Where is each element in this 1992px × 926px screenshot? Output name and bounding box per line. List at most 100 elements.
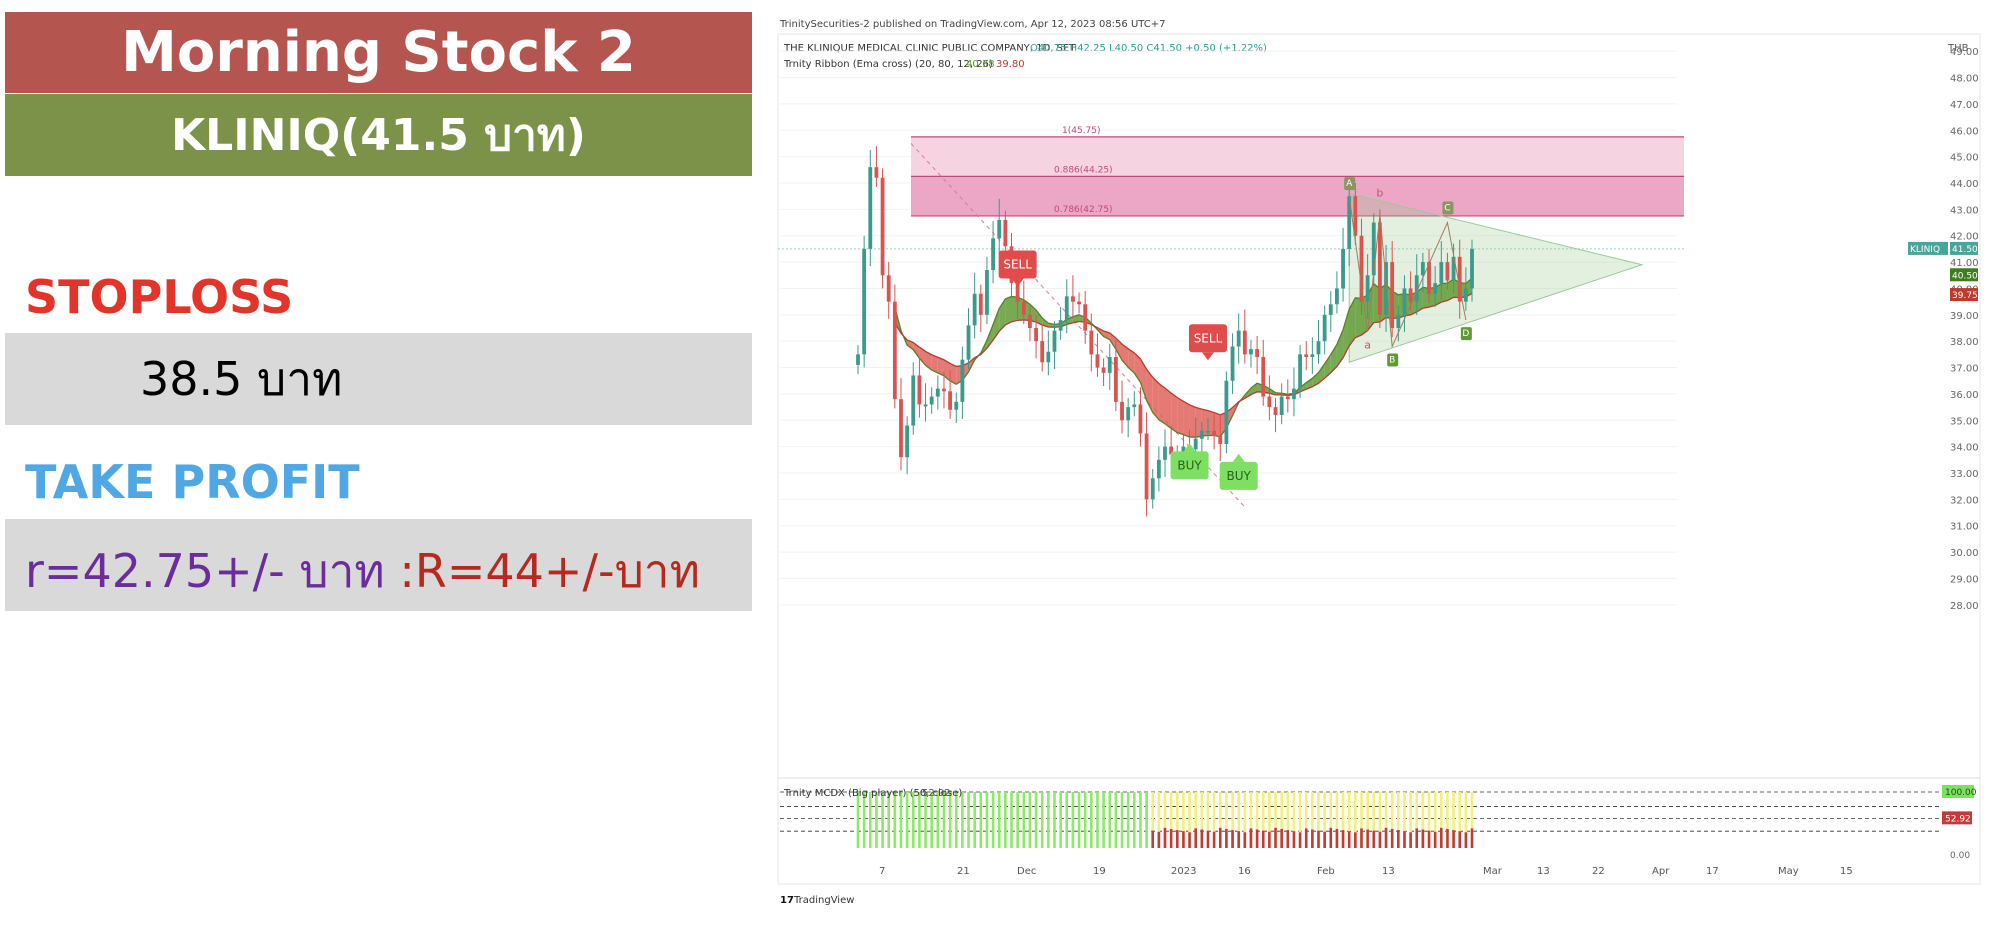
candle-body [1298,354,1302,389]
indicator-bar [985,792,989,848]
candle-body [911,375,916,426]
indicator-red-bar [1206,830,1210,848]
ribbon-segment [1103,331,1110,340]
candle-body [1451,256,1456,281]
ribbon-segment [1146,369,1153,413]
signal-pointer [1183,443,1196,452]
indicator-red-bar [1286,830,1290,848]
candle-body [1279,396,1284,415]
ribbon-segment [925,351,932,371]
ribbon-segment [1306,378,1313,390]
price-tick-label: 49.00 [1950,47,1979,58]
indicator-bar [1212,792,1216,848]
indicator-bar [1053,792,1056,848]
price-tick-label: 33.00 [1950,469,1979,480]
ribbon-segment [1312,372,1319,387]
pattern-badge [1460,327,1472,341]
indicator-bar [899,792,903,848]
indicator-red-bar [1237,831,1240,848]
candle-body [991,238,995,270]
candle-body [1163,446,1167,460]
ticker-title: KLINIQ(41.5 บาท) [5,94,752,176]
price-tick-label: 35.00 [1950,416,1979,427]
ribbon-segment [1343,309,1350,358]
indicator-bar [1421,792,1425,848]
ribbon-segment [1140,358,1147,401]
indicator-bar [1077,792,1081,848]
indicator-red-bar [1384,827,1388,848]
indicator-red-bar [1212,831,1216,848]
indicator-red-bar [1311,829,1314,848]
candle-body [862,248,867,355]
candle-body [1107,357,1112,373]
ribbon-segment [1324,354,1331,379]
ribbon-segment [1201,409,1208,437]
fib-label: 1(45.75) [1062,126,1101,136]
indicator-val-tag: 52.92 [1945,814,1971,824]
ribbon-segment [931,354,938,373]
take-profit-value: r=42.75+/- บาท :R=44+/-บาท [25,535,700,608]
ribbon-segment [1158,383,1165,424]
ema-slow-line [894,292,1473,416]
indicator-red-bar [1415,828,1419,848]
indicator-red-bar [1329,827,1333,848]
indicator-bar [1464,792,1468,848]
indicator-bar [881,792,884,848]
candle-body [892,301,897,400]
indicator-bar [1458,792,1462,848]
stoploss-label: STOPLOSS [25,270,294,324]
indicator-red-bar [1378,831,1382,848]
price-tick-label: 47.00 [1950,100,1979,111]
candle-body [985,270,989,315]
indicator-bar [1059,792,1062,848]
indicator-bar [1372,792,1376,848]
indicator-red-bar [1360,828,1363,848]
candle-body [886,275,891,302]
time-tick-label: 19 [1093,866,1106,877]
candle-body [1463,288,1468,302]
ribbon-segment [1152,377,1159,420]
indicator-bar [967,792,970,848]
candle-body [1310,354,1315,357]
price-tags: KLINIQ 41.50 40.50 39.75 [1908,241,1978,302]
indicator-bar [1298,792,1302,848]
candle-body [923,404,928,407]
indicator-bar [936,792,940,848]
candle-body [1347,196,1352,249]
take-profit-label: TAKE PROFIT [25,455,360,509]
time-tick-label: 15 [1840,866,1853,877]
ribbon-segment [950,363,957,385]
indicator-red-bar [1440,827,1443,848]
buy-signal-label: BUY [1227,469,1252,483]
candle-body [1390,262,1395,328]
indicator-pane: 100.00 52.92 0.00 [780,785,1977,861]
indicator-bar [1317,792,1320,848]
indicator-red-bar [1421,829,1425,848]
fib-label: 0.886(44.25) [1054,165,1113,175]
pattern-point-label: b [1376,187,1383,200]
ribbon-segment [1005,296,1012,325]
time-tick-label: Feb [1317,866,1335,877]
indicator-bar [1433,792,1437,848]
indicator-red-bar [1200,829,1204,848]
ribbon-segment [1036,309,1043,326]
indicator-bar [1040,792,1044,848]
symbol-line: THE KLINIQUE MEDICAL CLINIC PUBLIC COMPA… [783,43,1076,54]
indicator-red-bar [1249,828,1253,848]
indicator-bar [918,792,921,848]
triangle-fill [1348,192,1644,363]
indicator-bar [1255,792,1259,848]
candle-body [1120,401,1124,421]
ribbon-segment [1349,297,1356,346]
pattern-point-label: a [1364,339,1371,352]
indicator-bar [1390,792,1394,848]
price-tick-label: 46.00 [1950,126,1979,137]
ribbon-v1: 40.38 [966,59,995,70]
candle-body [1261,357,1266,397]
indicator-bar [1218,792,1222,848]
indicator-bar [1169,792,1173,848]
indicator-bar [1231,792,1234,848]
indicator-bar [948,792,952,848]
last-price-tag: 41.50 [1952,245,1978,255]
indicator-bar [1470,792,1474,848]
